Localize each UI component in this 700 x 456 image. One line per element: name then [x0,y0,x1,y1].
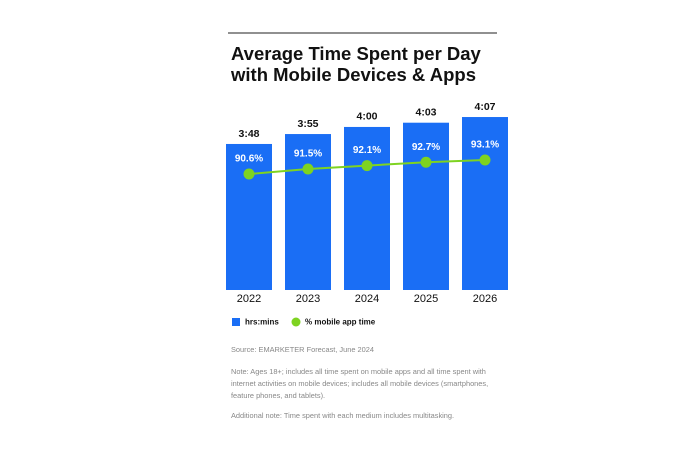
legend-swatch [291,317,301,327]
line-point [479,154,491,166]
bar-value-label: 4:03 [415,106,436,118]
bar [403,122,449,290]
legend-swatch [232,318,240,326]
bar [226,143,272,290]
line-point [420,156,432,168]
line-point [361,160,373,172]
line-value-label: 91.5% [294,149,322,160]
line-value-label: 92.1% [353,145,381,156]
x-tick-label: 2022 [237,293,261,305]
bar [344,126,390,290]
x-tick-label: 2025 [414,293,438,305]
chart-subtitle: with Mobile Devices & Apps [230,64,476,85]
line-point [243,168,255,180]
chart-title: Average Time Spent per Day [231,43,482,64]
x-tick-label: 2023 [296,293,320,305]
line-value-label: 92.7% [412,142,440,153]
bar-value-label: 4:07 [474,101,495,113]
bar [285,134,331,290]
legend-label: % mobile app time [305,318,376,327]
bar-value-label: 3:55 [297,118,318,130]
bar [462,117,508,290]
line-value-label: 90.6% [235,154,263,165]
note: Note: Ages 18+; includes all time spent … [231,367,489,400]
line-point [302,163,314,175]
bar-value-label: 4:00 [356,111,377,123]
source: Source: EMARKETER Forecast, June 2024 [231,345,374,354]
x-tick-label: 2026 [473,293,497,305]
line-value-label: 93.1% [471,140,499,151]
additional-note: Additional note: Time spent with each me… [231,411,455,420]
x-tick-label: 2024 [355,293,379,305]
legend-label: hrs:mins [245,318,279,327]
bar-value-label: 3:48 [238,128,259,140]
